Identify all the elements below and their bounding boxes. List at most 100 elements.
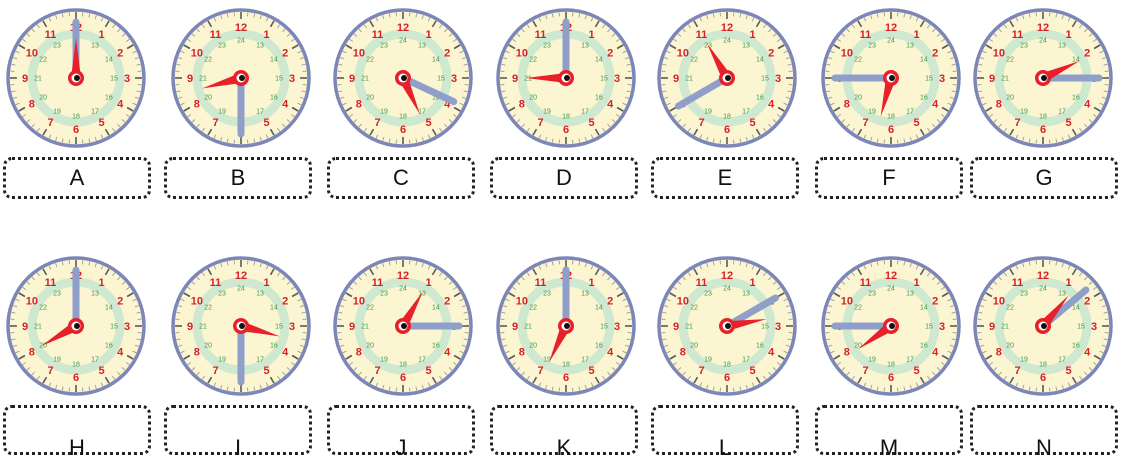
hour-number: 8 [996,347,1002,359]
hour-number: 9 [187,321,193,333]
hour24-number: 14 [432,57,440,64]
hour24-number: 22 [366,57,374,64]
label-box-g[interactable]: G [970,157,1118,199]
hour24-number: 20 [854,343,862,350]
hour24-number: 22 [854,57,862,64]
hour-number: 12 [721,22,733,34]
label-e: E [718,165,733,191]
hour-number: 11 [210,29,222,41]
hour24-number: 23 [543,291,551,298]
hour-number: 9 [989,73,995,85]
hour24-number: 16 [270,95,278,102]
label-box-k[interactable]: K [490,405,638,455]
label-box-e[interactable]: E [651,157,799,199]
hour24-number: 23 [380,43,388,50]
hour-number: 10 [993,48,1005,60]
hour-number: 10 [993,296,1005,308]
hour-number: 11 [1012,29,1024,41]
hour-number: 12 [1037,22,1049,34]
hour-number: 4 [607,347,614,359]
hour-number: 3 [124,321,130,333]
hour24-number: 19 [53,356,61,363]
hour-number: 6 [724,372,730,384]
label-box-b[interactable]: B [164,157,312,199]
hour-number: 12 [397,22,409,34]
hour-number: 2 [282,48,288,60]
hour24-number: 24 [237,38,245,45]
label-m: M [880,435,898,461]
hour-number: 9 [673,73,679,85]
hour-number: 2 [1084,296,1090,308]
label-box-f[interactable]: F [815,157,963,199]
hour24-number: 20 [529,95,537,102]
hour24-number: 20 [204,343,212,350]
hour-number: 10 [516,48,528,60]
hour-number: 4 [768,99,775,111]
hour24-number: 15 [275,76,283,83]
hour-number: 4 [117,347,124,359]
hour24-number: 24 [723,286,731,293]
hour-number: 1 [1065,29,1071,41]
hour24-number: 16 [756,95,764,102]
hour-number: 2 [932,48,938,60]
label-box-l[interactable]: L [651,405,799,455]
hour24-number: 23 [543,43,551,50]
hour24-number: 20 [366,343,374,350]
hour-number: 11 [696,29,708,41]
hour-number: 3 [1091,321,1097,333]
hour-number: 11 [535,277,547,289]
hour24-number: 21 [685,324,693,331]
hour-number: 9 [512,321,518,333]
hour-number: 7 [1014,117,1020,129]
hour-number: 3 [775,73,781,85]
hour-number: 9 [989,321,995,333]
hour-number: 1 [588,29,594,41]
label-box-c[interactable]: C [327,157,475,199]
hour-number: 4 [932,347,939,359]
hour24-number: 21 [34,324,42,331]
hour-number: 4 [282,347,289,359]
hour24-number: 14 [595,305,603,312]
hour24-number: 19 [868,108,876,115]
hour-number: 9 [187,73,193,85]
hour24-number: 18 [1039,114,1047,121]
hour-number: 6 [400,124,406,136]
hour-number: 6 [888,372,894,384]
hour24-number: 13 [906,43,914,50]
label-box-i[interactable]: I [164,405,312,455]
hour24-number: 21 [1001,324,1009,331]
hour24-number: 17 [418,108,426,115]
hour-number: 2 [768,48,774,60]
hour24-number: 16 [595,343,603,350]
hour24-number: 18 [723,362,731,369]
hour-number: 7 [537,117,543,129]
hour24-number: 17 [1058,108,1066,115]
label-box-n[interactable]: N [970,405,1118,455]
hour-number: 5 [425,365,431,377]
hour-number: 1 [749,277,755,289]
hour-number: 5 [588,117,594,129]
hour24-number: 23 [218,291,226,298]
label-box-d[interactable]: D [490,157,638,199]
label-box-j[interactable]: J [327,405,475,455]
hour24-number: 19 [380,108,388,115]
label-box-a[interactable]: A [3,157,151,199]
hour-number: 2 [607,48,613,60]
hour-number: 10 [26,48,38,60]
hour24-number: 22 [854,305,862,312]
hour-number: 8 [519,99,525,111]
hour24-number: 18 [399,362,407,369]
hour24-number: 18 [562,114,570,121]
hour24-number: 19 [1020,356,1028,363]
hour24-number: 24 [1039,38,1047,45]
label-a: A [70,165,85,191]
hour-number: 2 [282,296,288,308]
hour-number: 5 [913,117,919,129]
label-box-m[interactable]: M [815,405,963,455]
label-box-h[interactable]: H [3,405,151,455]
